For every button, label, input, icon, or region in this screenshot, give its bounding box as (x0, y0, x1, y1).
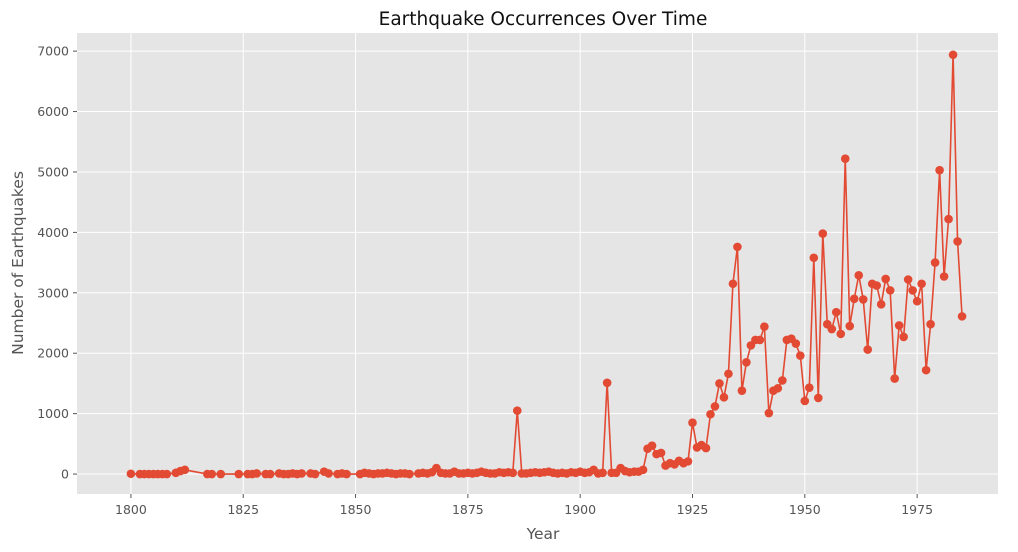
x-tick-label: 1825 (227, 502, 259, 517)
data-point (180, 465, 190, 475)
y-axis-title: Number of Earthquakes (9, 171, 27, 355)
data-point (854, 270, 864, 280)
data-point (885, 286, 895, 295)
data-point (508, 468, 518, 478)
data-point (764, 408, 774, 418)
data-point (796, 351, 805, 360)
y-tick-label: 3000 (37, 285, 69, 300)
data-point (701, 443, 711, 453)
data-point (324, 469, 333, 478)
y-tick-label: 0 (61, 467, 69, 482)
data-point (791, 339, 801, 348)
data-point (724, 369, 733, 379)
x-tick-label: 1950 (789, 502, 821, 517)
data-point (773, 383, 783, 393)
data-point (512, 406, 522, 415)
data-point (912, 296, 922, 306)
data-point (840, 154, 850, 163)
data-point (849, 294, 859, 304)
data-point (342, 469, 351, 479)
y-tick-label: 5000 (37, 164, 69, 179)
data-point (728, 279, 738, 289)
data-point (858, 295, 868, 304)
data-point (948, 50, 958, 60)
data-point (809, 253, 819, 263)
x-axis-title: Year (526, 525, 560, 543)
x-axis-ticks: 1800 1825 1850 1875 1900 1925 1950 1975 (115, 494, 933, 517)
data-point (863, 345, 873, 354)
y-axis-ticks: 0 1000 2000 3000 4000 5000 6000 7000 (37, 44, 77, 482)
data-point (162, 469, 172, 479)
data-point (710, 402, 720, 411)
data-point (917, 279, 926, 289)
y-tick-label: 7000 (37, 44, 69, 59)
data-point (688, 418, 697, 428)
data-point (683, 457, 693, 466)
x-tick-label: 1875 (452, 502, 484, 517)
data-point (939, 272, 949, 281)
data-point (755, 335, 765, 345)
data-point (903, 275, 913, 284)
data-point (656, 448, 666, 458)
data-point (881, 274, 890, 284)
data-point (921, 365, 931, 375)
data-point (894, 321, 904, 330)
data-point (234, 469, 244, 479)
data-point (265, 469, 275, 479)
data-point (760, 322, 769, 331)
plot-background (77, 33, 998, 494)
data-point (216, 469, 226, 479)
data-point (602, 378, 612, 388)
data-point (831, 307, 841, 317)
data-point (805, 383, 814, 392)
data-point (944, 214, 953, 224)
data-point (800, 396, 810, 406)
data-point (813, 393, 823, 403)
x-tick-label: 1925 (677, 502, 709, 517)
x-tick-label: 1975 (901, 502, 933, 517)
data-point (818, 229, 828, 238)
data-point (126, 469, 136, 479)
data-point (827, 324, 837, 334)
data-point (252, 469, 262, 478)
data-point (715, 379, 724, 388)
data-point (733, 242, 742, 252)
x-tick-label: 1850 (340, 502, 372, 517)
data-point (876, 299, 886, 309)
data-point (930, 258, 940, 267)
data-point (953, 237, 962, 246)
data-point (647, 441, 657, 450)
data-point (836, 329, 846, 339)
y-tick-label: 6000 (37, 104, 69, 119)
data-point (890, 374, 899, 383)
data-point (297, 469, 306, 478)
data-point (872, 281, 881, 290)
data-point (957, 312, 967, 321)
data-point (638, 465, 648, 475)
x-tick-label: 1900 (564, 502, 596, 517)
y-tick-label: 1000 (37, 406, 69, 421)
data-point (207, 469, 217, 479)
data-point (706, 409, 715, 419)
data-point (742, 357, 751, 367)
data-point (598, 468, 607, 478)
y-tick-label: 2000 (37, 346, 69, 361)
data-point (908, 286, 917, 295)
data-point (778, 376, 787, 385)
data-point (935, 165, 944, 175)
data-point (737, 386, 747, 395)
data-point (899, 332, 908, 342)
x-tick-label: 1800 (115, 502, 147, 517)
data-point (926, 319, 935, 329)
data-point (310, 469, 320, 479)
chart-title: Earthquake Occurrences Over Time (379, 9, 708, 30)
data-point (719, 393, 729, 402)
data-point (405, 469, 414, 479)
data-point (845, 321, 855, 331)
y-tick-label: 4000 (37, 225, 69, 240)
series-layer (126, 50, 967, 479)
